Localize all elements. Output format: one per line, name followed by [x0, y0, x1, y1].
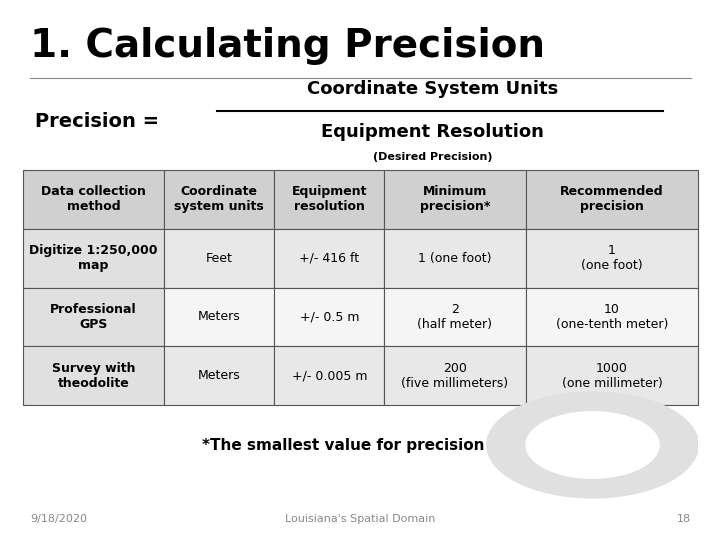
Text: Coordinate
system units: Coordinate system units [174, 185, 264, 213]
Text: Minimum
precision*: Minimum precision* [420, 185, 490, 213]
FancyBboxPatch shape [526, 346, 698, 405]
Text: Precision =: Precision = [35, 112, 159, 131]
FancyBboxPatch shape [23, 287, 164, 346]
FancyBboxPatch shape [526, 287, 698, 346]
FancyBboxPatch shape [526, 229, 698, 287]
FancyBboxPatch shape [384, 229, 526, 287]
FancyBboxPatch shape [164, 170, 274, 229]
Text: Meters: Meters [198, 369, 240, 382]
Text: 10
(one-tenth meter): 10 (one-tenth meter) [556, 303, 668, 331]
Text: Meters: Meters [198, 310, 240, 323]
FancyBboxPatch shape [164, 346, 274, 405]
FancyBboxPatch shape [23, 170, 164, 229]
Text: +/- 0.5 m: +/- 0.5 m [300, 310, 359, 323]
Text: +/- 416 ft: +/- 416 ft [300, 252, 359, 265]
Text: 1. Calculating Precision: 1. Calculating Precision [30, 27, 545, 65]
FancyBboxPatch shape [274, 346, 384, 405]
FancyBboxPatch shape [526, 170, 698, 229]
Text: (Desired Precision): (Desired Precision) [373, 152, 492, 163]
Text: 2
(half meter): 2 (half meter) [418, 303, 492, 331]
Text: Recommended
precision: Recommended precision [560, 185, 664, 213]
Text: Feet: Feet [206, 252, 233, 265]
FancyBboxPatch shape [274, 170, 384, 229]
FancyBboxPatch shape [274, 229, 384, 287]
Text: Professional
GPS: Professional GPS [50, 303, 137, 331]
FancyBboxPatch shape [274, 287, 384, 346]
Text: 1
(one foot): 1 (one foot) [581, 244, 643, 272]
FancyBboxPatch shape [384, 346, 526, 405]
Text: 18: 18 [677, 514, 691, 524]
Text: 1 (one foot): 1 (one foot) [418, 252, 492, 265]
Text: 200
(five millimeters): 200 (five millimeters) [401, 362, 508, 390]
Text: Digitize 1:250,000
map: Digitize 1:250,000 map [30, 244, 158, 272]
Text: Survey with
theodolite: Survey with theodolite [52, 362, 135, 390]
Text: +/- 0.005 m: +/- 0.005 m [292, 369, 367, 382]
Text: Coordinate System Units: Coordinate System Units [307, 80, 558, 98]
Text: 9/18/2020: 9/18/2020 [30, 514, 87, 524]
Text: Equipment
resolution: Equipment resolution [292, 185, 367, 213]
FancyBboxPatch shape [164, 229, 274, 287]
FancyBboxPatch shape [384, 170, 526, 229]
FancyBboxPatch shape [23, 346, 164, 405]
Text: *The smallest value for precision is 1: *The smallest value for precision is 1 [202, 438, 520, 453]
Text: 1000
(one millimeter): 1000 (one millimeter) [562, 362, 662, 390]
Text: Equipment Resolution: Equipment Resolution [321, 123, 544, 141]
Circle shape [487, 392, 698, 498]
FancyBboxPatch shape [23, 229, 164, 287]
Text: Data collection
method: Data collection method [41, 185, 146, 213]
FancyBboxPatch shape [164, 287, 274, 346]
FancyBboxPatch shape [384, 287, 526, 346]
Circle shape [526, 411, 659, 478]
Text: Louisiana's Spatial Domain: Louisiana's Spatial Domain [286, 514, 436, 524]
